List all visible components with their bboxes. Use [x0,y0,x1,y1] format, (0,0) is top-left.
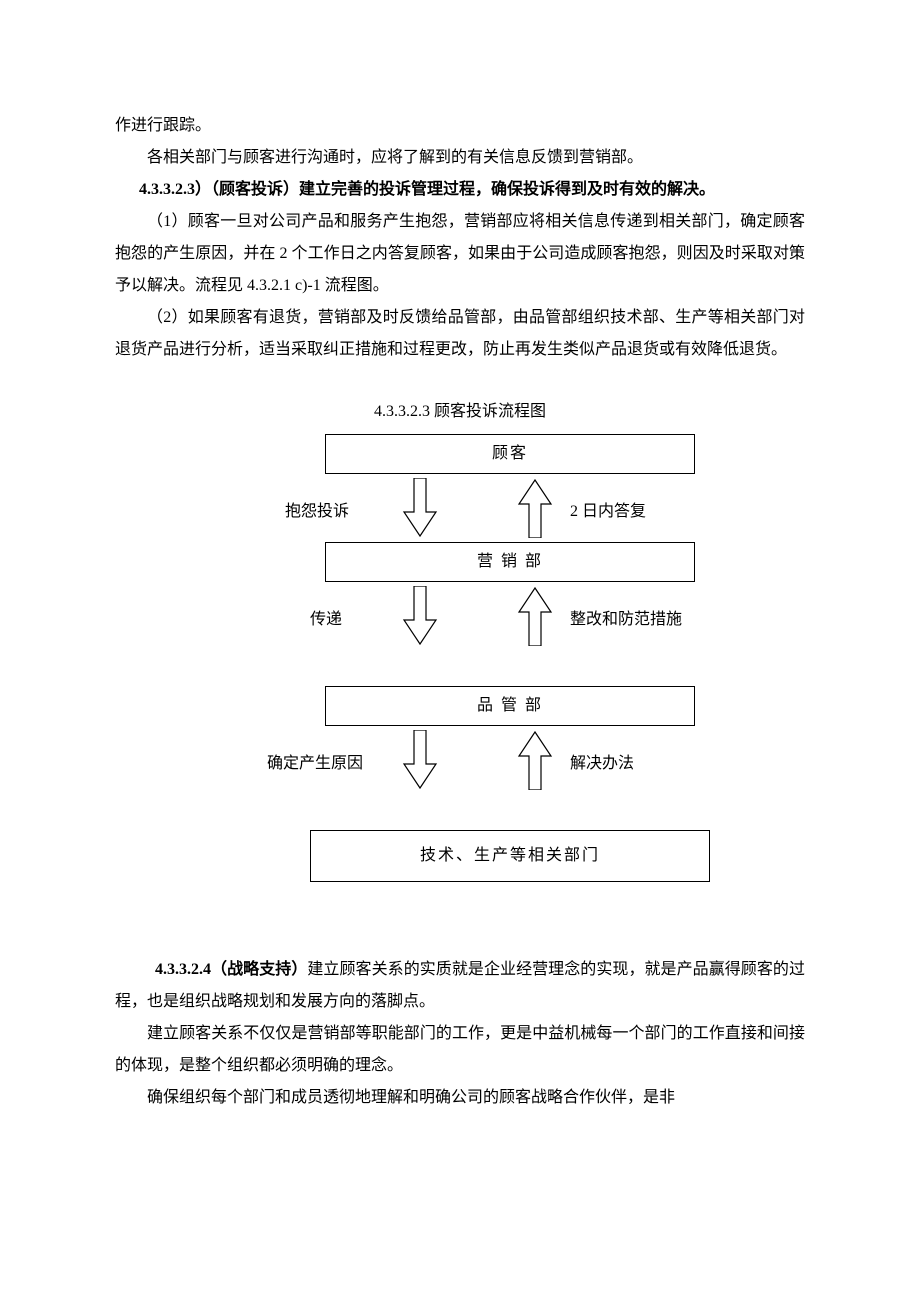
edge-label-reply2day: 2 日内答复 [570,496,646,528]
paragraph-3-heading: 4.3.3.2.3）（顾客投诉）建立完善的投诉管理过程，确保投诉得到及时有效的解… [115,174,805,206]
arrow-down-3 [400,730,440,790]
flow-node-tech-production: 技术、生产等相关部门 [310,830,710,882]
edge-label-complaint: 抱怨投诉 [285,496,349,528]
paragraph-5: （2）如果顾客有退货，营销部及时反馈给品管部，由品管部组织技术部、生产等相关部门… [115,302,805,366]
document-page: 作进行跟踪。 各相关部门与顾客进行沟通时，应将了解到的有关信息反馈到营销部。 4… [0,0,920,1174]
customer-complaint-flowchart: 顾客 抱怨投诉 2 日内答复 营 销 部 传递 整改和防范措施 品 管 部 确定 [115,434,805,924]
arrow-up-2 [515,586,555,646]
edge-label-transfer: 传递 [310,604,342,636]
edge-label-solution: 解决办法 [570,748,634,780]
flow-node-quality: 品 管 部 [325,686,695,726]
arrow-down-1 [400,478,440,538]
arrow-down-2 [400,586,440,646]
flowchart-title: 4.3.3.2.3 顾客投诉流程图 [115,396,805,428]
paragraph-8: 确保组织每个部门和成员透彻地理解和明确公司的顾客战略合作伙伴，是非 [115,1082,805,1114]
flow-node-marketing: 营 销 部 [325,542,695,582]
edge-label-corrective: 整改和防范措施 [570,604,682,636]
paragraph-6: 4.3.3.2.4（战略支持）建立顾客关系的实质就是企业经营理念的实现，就是产品… [115,954,805,1018]
arrow-up-1 [515,478,555,538]
paragraph-6-lead: 4.3.3.2.4（战略支持） [155,961,307,978]
edge-label-root-cause: 确定产生原因 [267,748,363,780]
paragraph-2: 各相关部门与顾客进行沟通时，应将了解到的有关信息反馈到营销部。 [115,142,805,174]
paragraph-4: （1）顾客一旦对公司产品和服务产生抱怨，营销部应将相关信息传递到相关部门，确定顾… [115,206,805,302]
arrow-up-3 [515,730,555,790]
paragraph-1: 作进行跟踪。 [115,110,805,142]
flow-node-customer: 顾客 [325,434,695,474]
paragraph-7: 建立顾客关系不仅仅是营销部等职能部门的工作，更是中益机械每一个部门的工作直接和间… [115,1018,805,1082]
